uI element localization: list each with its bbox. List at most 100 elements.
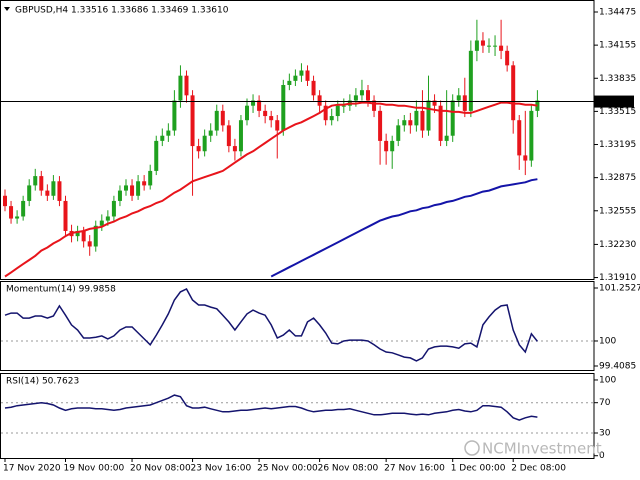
menu-icon[interactable] (4, 7, 10, 11)
candle-body (75, 230, 80, 237)
candle-body (220, 110, 225, 126)
y-tick-label: 1.32875 (599, 173, 636, 183)
last-price-box (594, 95, 634, 108)
x-tick-label: 19 Nov 00:00 (64, 464, 125, 474)
candle-body (287, 80, 292, 85)
candle-body (505, 50, 510, 66)
x-tick-label: 2 Dec 08:00 (511, 464, 566, 474)
y-tick-label: 1.34475 (599, 8, 636, 18)
x-tick-label: 20 Nov 08:00 (130, 464, 191, 474)
candle-body (208, 130, 213, 136)
panel-frame (0, 0, 595, 280)
candle-body (299, 70, 304, 76)
candle-body (408, 120, 413, 126)
y-tick-label: 1.32230 (599, 240, 636, 250)
candle-body (251, 100, 256, 106)
candle-body (432, 100, 437, 106)
candle-body (15, 216, 20, 219)
candle-body (487, 45, 491, 47)
candle-body (87, 241, 92, 247)
momentum-title: Momentum(14) 99.9858 (6, 285, 116, 295)
candle-body (111, 200, 116, 217)
candle-body (226, 125, 231, 147)
candle-body (329, 116, 334, 121)
y-tick-label: 1.33835 (599, 74, 636, 84)
candle-body (33, 176, 38, 186)
candle-body (263, 110, 268, 117)
candle-body (105, 216, 110, 221)
candle-body (57, 181, 62, 201)
candle-body (317, 95, 322, 106)
x-tick-label: 25 Nov 00:00 (257, 464, 318, 474)
candle-body (420, 110, 425, 131)
candle-body (493, 45, 498, 47)
candle-body (372, 100, 377, 111)
candle-body (402, 120, 407, 126)
x-tick-label: 17 Nov 2020 (3, 464, 61, 474)
candle-body (341, 105, 346, 107)
candle-body (366, 90, 370, 101)
y-tick-label: 0 (599, 451, 605, 461)
candle-body (257, 100, 262, 111)
panel-frame (0, 281, 595, 371)
indicator-line (4, 288, 538, 362)
candle-body (517, 120, 522, 156)
y-tick-label: 100 (599, 375, 616, 385)
candle-body (196, 146, 201, 152)
y-tick-label: 1.33195 (599, 140, 636, 150)
candle-body (99, 220, 104, 226)
candle-body (124, 185, 128, 191)
candle-body (480, 40, 485, 46)
candle-body (27, 185, 32, 201)
candle-body (426, 100, 431, 131)
last-price-label: 1.33610 (597, 97, 634, 107)
candle-body (511, 65, 516, 121)
candle-body (184, 75, 189, 96)
candle-body (238, 120, 243, 152)
candle-body (178, 75, 183, 101)
candle-body (390, 140, 395, 152)
candle-body (353, 95, 358, 101)
candle-body (269, 116, 274, 121)
candle-body (462, 95, 467, 111)
candle-body (305, 70, 310, 81)
candle-body (51, 181, 56, 196)
y-tick-label: 70 (599, 398, 611, 408)
candle-body (202, 135, 207, 152)
candle-body (468, 50, 473, 111)
candle-body (130, 185, 135, 196)
y-tick-label: 100 (599, 336, 616, 346)
candle-body (444, 135, 449, 141)
y-tick-label: 1.32555 (599, 206, 636, 216)
chart-title: GBPUSD,H4 1.33516 1.33686 1.33469 1.3361… (15, 6, 229, 16)
y-tick-label: 1.31910 (599, 273, 636, 283)
candle-body (154, 140, 159, 171)
candle-body (523, 155, 528, 161)
candle-body (172, 100, 177, 131)
candle-body (456, 95, 461, 101)
candle-body (335, 105, 340, 117)
candle-body (21, 200, 26, 217)
candle-body (474, 40, 479, 51)
candle-body (438, 105, 443, 141)
rsi-title: RSI(14) 50.7623 (6, 377, 79, 387)
candle-body (214, 110, 219, 131)
candle-body (529, 110, 534, 161)
moving-average (4, 101, 538, 278)
candle-body (117, 190, 122, 201)
candle-body (232, 146, 237, 152)
x-tick-label: 27 Nov 16:00 (384, 464, 445, 474)
x-tick-label: 26 Nov 08:00 (318, 464, 379, 474)
candle-body (378, 110, 383, 141)
candle-body (93, 225, 98, 247)
y-tick-label: 30 (599, 429, 611, 439)
candle-body (359, 90, 364, 96)
candle-body (245, 105, 249, 121)
candle-body (160, 135, 165, 141)
x-tick-label: 1 Dec 00:00 (451, 464, 506, 474)
candle-body (45, 190, 50, 196)
watermark: NCMInvestment (482, 440, 602, 458)
y-tick-label: 99.4085 (599, 362, 636, 372)
